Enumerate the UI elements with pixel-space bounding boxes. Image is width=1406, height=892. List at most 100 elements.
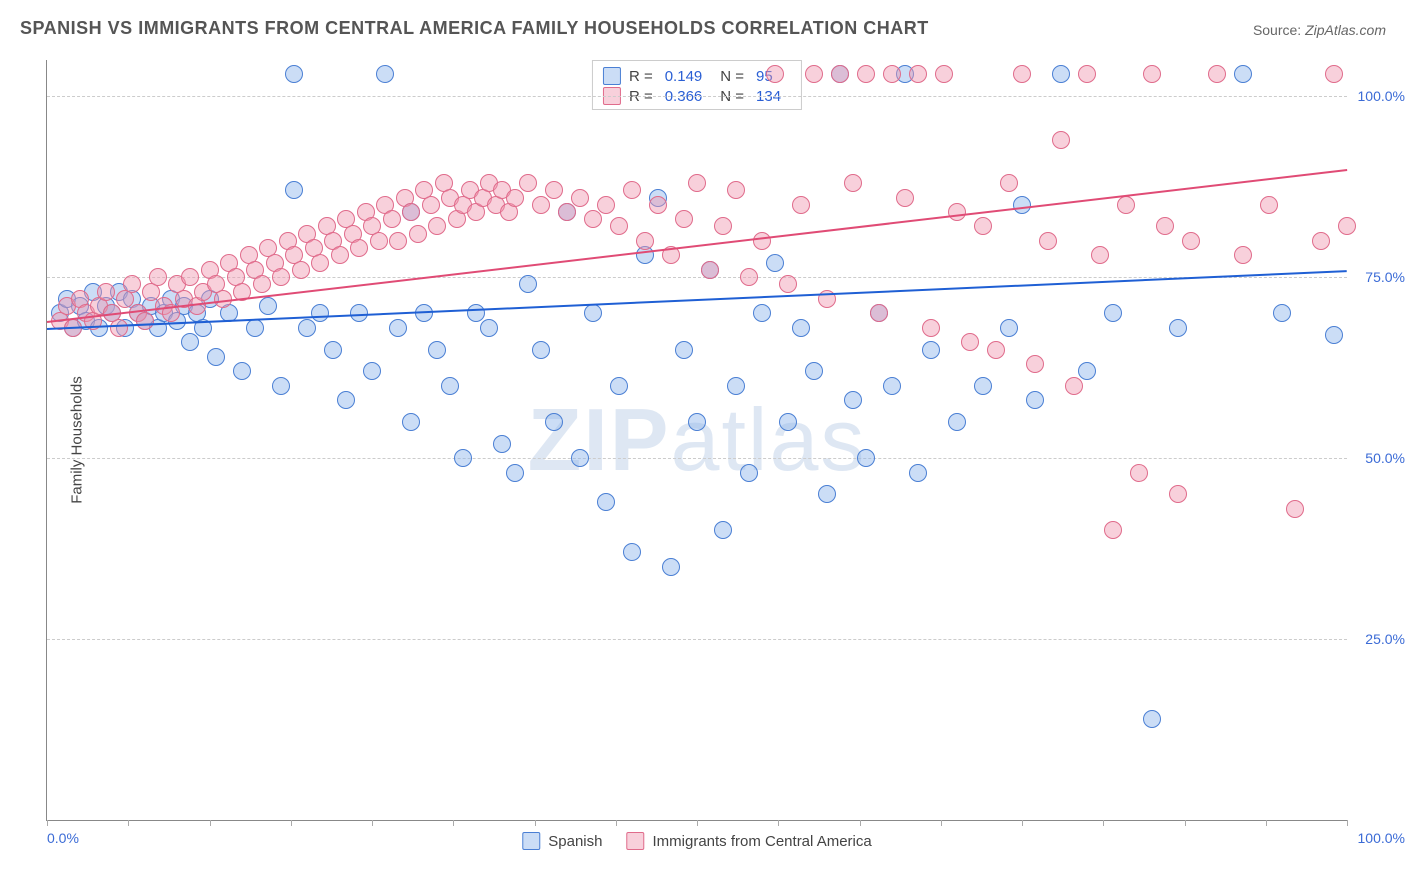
source-label: Source: xyxy=(1253,22,1301,38)
y-tick-label: 50.0% xyxy=(1365,450,1405,466)
data-point xyxy=(1169,485,1187,503)
data-point xyxy=(987,341,1005,359)
data-point xyxy=(727,377,745,395)
data-point xyxy=(1208,65,1226,83)
data-point xyxy=(779,413,797,431)
data-point xyxy=(1026,355,1044,373)
data-point xyxy=(909,464,927,482)
legend-bottom: Spanish Immigrants from Central America xyxy=(522,832,871,850)
data-point xyxy=(409,225,427,243)
data-point xyxy=(870,304,888,322)
source-value: ZipAtlas.com xyxy=(1305,22,1386,38)
data-point xyxy=(675,210,693,228)
data-point xyxy=(636,232,654,250)
data-point xyxy=(935,65,953,83)
data-point xyxy=(370,232,388,250)
data-point xyxy=(584,304,602,322)
data-point xyxy=(948,413,966,431)
gridline xyxy=(47,458,1347,459)
data-point xyxy=(532,341,550,359)
data-point xyxy=(922,341,940,359)
data-point xyxy=(610,217,628,235)
data-point xyxy=(766,254,784,272)
data-point xyxy=(1065,377,1083,395)
data-point xyxy=(974,377,992,395)
data-point xyxy=(519,275,537,293)
data-point xyxy=(181,268,199,286)
x-tick-label-left: 0.0% xyxy=(47,830,79,846)
data-point xyxy=(292,261,310,279)
data-point xyxy=(1143,710,1161,728)
data-point xyxy=(1104,304,1122,322)
data-point xyxy=(363,362,381,380)
data-point xyxy=(480,319,498,337)
data-point xyxy=(272,268,290,286)
x-tick-minor xyxy=(697,820,698,826)
data-point xyxy=(532,196,550,214)
data-point xyxy=(454,449,472,467)
data-point xyxy=(467,304,485,322)
data-point xyxy=(1312,232,1330,250)
data-point xyxy=(285,65,303,83)
data-point xyxy=(1104,521,1122,539)
data-point xyxy=(688,174,706,192)
data-point xyxy=(805,65,823,83)
data-point xyxy=(1078,65,1096,83)
data-point xyxy=(831,65,849,83)
data-point xyxy=(701,261,719,279)
x-tick-minor xyxy=(1185,820,1186,826)
data-point xyxy=(253,275,271,293)
legend-r-label: R = xyxy=(629,68,653,85)
data-point xyxy=(714,521,732,539)
data-point xyxy=(558,203,576,221)
x-tick-minor xyxy=(47,820,48,826)
data-point xyxy=(753,304,771,322)
data-point xyxy=(792,196,810,214)
data-point xyxy=(818,485,836,503)
data-point xyxy=(376,65,394,83)
data-point xyxy=(149,268,167,286)
data-point xyxy=(766,65,784,83)
data-point xyxy=(1325,65,1343,83)
y-axis-label: Family Households xyxy=(68,376,85,504)
data-point xyxy=(272,377,290,395)
data-point xyxy=(350,239,368,257)
plot-area: ZIPatlas Family Households R = 0.149 N =… xyxy=(46,60,1347,821)
y-tick-label: 100.0% xyxy=(1358,88,1405,104)
legend-n-label: N = xyxy=(720,68,744,85)
data-point xyxy=(402,203,420,221)
data-point xyxy=(181,333,199,351)
legend-r-value-0: 0.149 xyxy=(665,68,703,85)
data-point xyxy=(337,391,355,409)
data-point xyxy=(428,217,446,235)
x-tick-minor xyxy=(453,820,454,826)
data-point xyxy=(1117,196,1135,214)
data-point xyxy=(857,449,875,467)
chart-container: SPANISH VS IMMIGRANTS FROM CENTRAL AMERI… xyxy=(0,0,1406,892)
data-point xyxy=(1234,65,1252,83)
data-point xyxy=(1026,391,1044,409)
data-point xyxy=(506,464,524,482)
legend-swatch-spanish-bottom xyxy=(522,832,540,850)
data-point xyxy=(753,232,771,250)
data-point xyxy=(1234,246,1252,264)
data-point xyxy=(1091,246,1109,264)
data-point xyxy=(1013,65,1031,83)
data-point xyxy=(571,449,589,467)
y-tick-label: 25.0% xyxy=(1365,631,1405,647)
legend-stats-row-0: R = 0.149 N = 95 xyxy=(603,67,791,85)
data-point xyxy=(259,297,277,315)
data-point xyxy=(1000,174,1018,192)
data-point xyxy=(123,275,141,293)
data-point xyxy=(688,413,706,431)
x-tick-minor xyxy=(1347,820,1348,826)
data-point xyxy=(97,283,115,301)
data-point xyxy=(519,174,537,192)
data-point xyxy=(675,341,693,359)
data-point xyxy=(1182,232,1200,250)
legend-label-immigrants: Immigrants from Central America xyxy=(652,833,871,850)
data-point xyxy=(623,181,641,199)
data-point xyxy=(909,65,927,83)
watermark-text: ZIPatlas xyxy=(528,389,867,491)
data-point xyxy=(441,377,459,395)
